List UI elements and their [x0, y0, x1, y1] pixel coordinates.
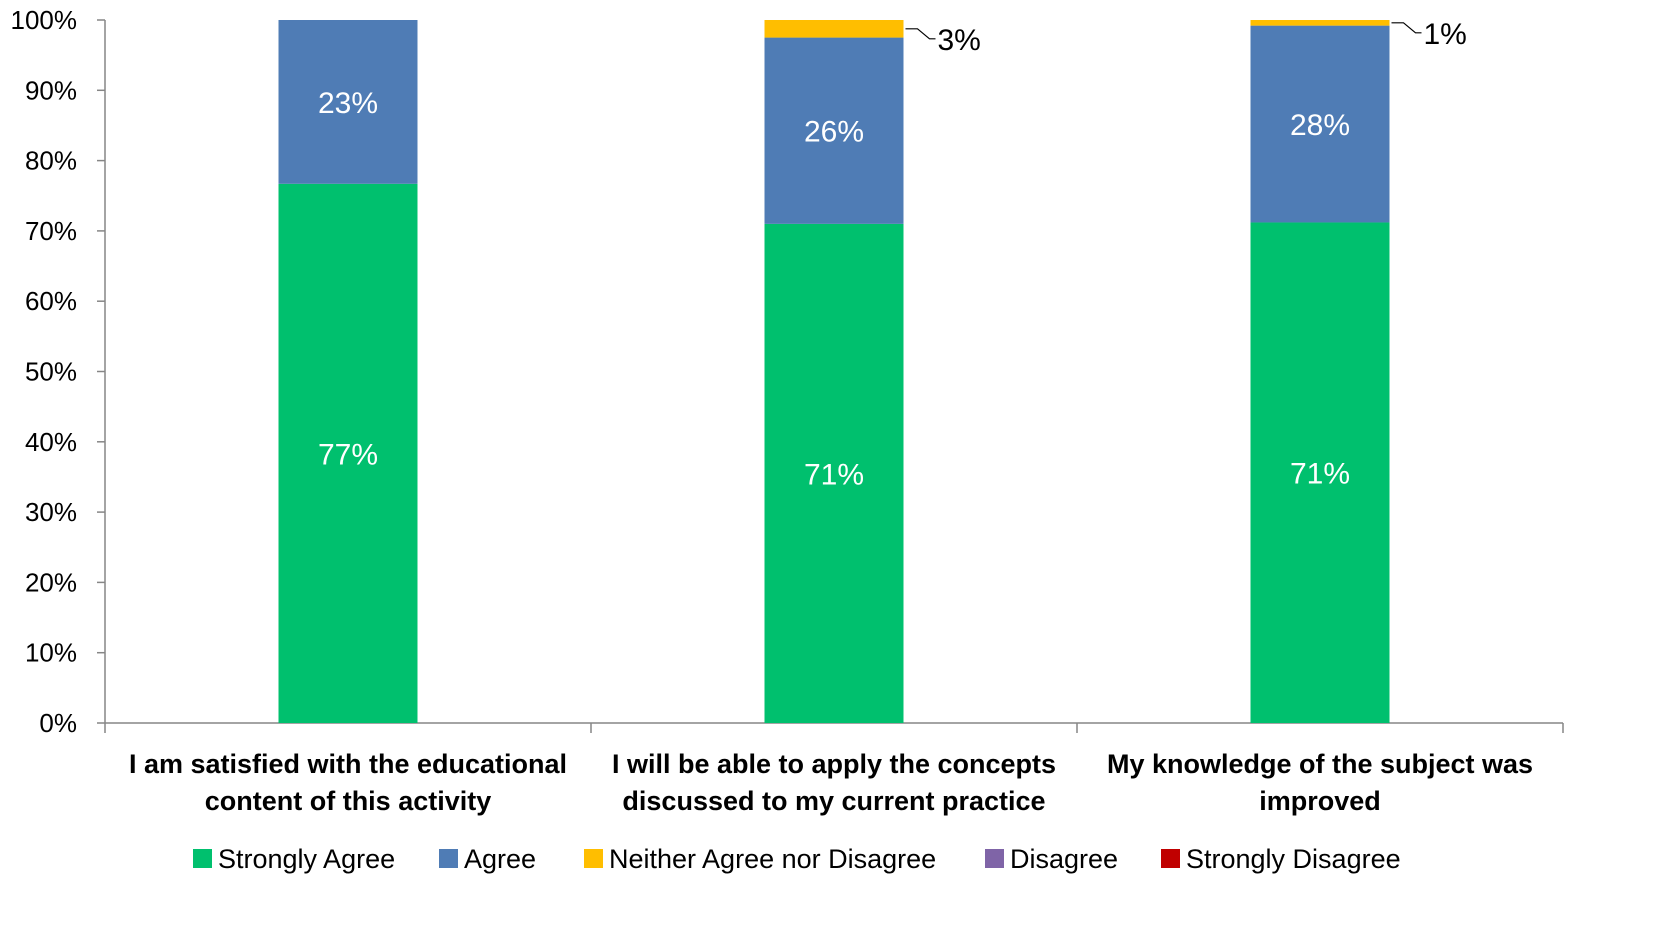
y-tick-label: 40% [25, 427, 77, 457]
bar-segment-strongly-agree [278, 183, 418, 723]
data-label: 23% [318, 87, 378, 120]
legend-swatch [985, 849, 1004, 868]
data-label: 26% [804, 116, 864, 149]
category-labels: I am satisfied with the educational conte… [129, 749, 1533, 816]
legend-swatch [1161, 849, 1180, 868]
bar-segment-neither-agree-nor-disagree [1250, 20, 1390, 26]
y-tick-label: 50% [25, 357, 77, 387]
y-tick-label: 80% [25, 146, 77, 176]
y-tick-label: 0% [39, 708, 77, 738]
y-tick-label: 30% [25, 497, 77, 527]
legend-label: Strongly Agree [218, 844, 395, 874]
data-label: 28% [1290, 109, 1350, 142]
data-label: 71% [1290, 458, 1350, 491]
leader-line [1391, 22, 1422, 34]
bar-segment-neither-agree-nor-disagree [764, 20, 904, 38]
legend-label: Disagree [1010, 844, 1118, 874]
legend: Strongly Agree Agree Neither Agree nor Dis… [193, 844, 1401, 874]
x-category-label: I will be able to apply the concepts disc… [612, 749, 1056, 816]
data-label: 77% [318, 438, 378, 471]
x-category-label: I am satisfied with the educational conte… [129, 749, 567, 816]
legend-swatch [439, 849, 458, 868]
bar-segment-agree [278, 20, 418, 184]
y-tick-label: 90% [25, 75, 77, 105]
legend-swatch [584, 849, 603, 868]
data-label: 3% [938, 24, 981, 57]
bar-segments [278, 20, 1390, 724]
data-label: 1% [1424, 18, 1467, 51]
y-tick-label: 10% [25, 638, 77, 668]
y-tick-label: 100% [11, 5, 78, 35]
leader-line [905, 28, 936, 40]
legend-label: Agree [464, 844, 536, 874]
bar-segment-strongly-agree [1250, 222, 1390, 724]
bar-segment-agree [764, 37, 904, 224]
data-labels: 77% 23% 71% 26% 3% 71% 28% 1% [318, 18, 1467, 492]
y-tick-label: 20% [25, 567, 77, 597]
data-label: 71% [804, 458, 864, 491]
legend-label: Strongly Disagree [1186, 844, 1401, 874]
x-axis [104, 722, 1564, 733]
legend-swatch [193, 849, 212, 868]
y-tick-label: 70% [25, 216, 77, 246]
bar-segment-strongly-agree [764, 223, 904, 723]
y-axis: 0% 10% 20% 30% 40% 50% 60% 70% 80% 90% 100% [11, 5, 106, 738]
legend-label: Neither Agree nor Disagree [609, 844, 936, 874]
y-tick-label: 60% [25, 286, 77, 316]
bar-segment-agree [1250, 25, 1390, 223]
x-category-label: My knowledge of the subject was improved [1107, 749, 1533, 816]
